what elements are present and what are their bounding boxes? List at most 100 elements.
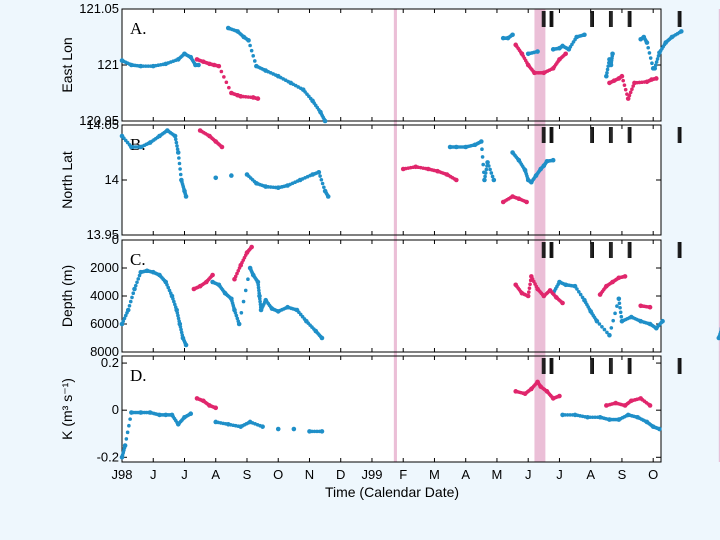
x-tick-label: J xyxy=(556,467,563,482)
series-a-point xyxy=(619,314,624,319)
series-a-point xyxy=(319,429,325,434)
series-a-point xyxy=(602,327,607,332)
series-a-point xyxy=(246,277,250,282)
series-a-point xyxy=(179,327,183,332)
x-tick-label: M xyxy=(429,467,440,482)
series-a-point xyxy=(235,316,240,321)
y-tick-label: 0.2 xyxy=(101,355,119,370)
series-a-point xyxy=(482,177,487,183)
series-a-point xyxy=(252,59,257,63)
series-a-point xyxy=(291,426,297,432)
x-tick-label: J xyxy=(525,467,532,482)
series-a-point xyxy=(146,64,151,68)
series-a-point xyxy=(166,285,171,290)
series-a-point xyxy=(125,430,130,435)
series-a-point xyxy=(122,443,128,448)
series-a-point xyxy=(173,302,177,307)
series-b-point xyxy=(528,282,532,287)
series-a-point xyxy=(588,415,592,420)
series-a-point xyxy=(653,63,658,68)
series-a-point xyxy=(246,38,251,43)
series-b-point xyxy=(249,244,254,250)
series-b-point xyxy=(619,73,625,79)
series-a-point xyxy=(605,71,609,75)
series-a-point xyxy=(320,181,325,186)
series-a-point xyxy=(125,307,131,313)
series-a-point xyxy=(679,29,684,34)
series-a-point xyxy=(229,173,234,178)
series-a-point xyxy=(248,43,252,48)
series-a-point xyxy=(322,185,326,190)
x-tick-label: A xyxy=(586,467,595,482)
series-b-point xyxy=(628,90,633,95)
series-a-point xyxy=(176,316,181,321)
series-a-point xyxy=(582,32,587,38)
y-axis-label-0: East Lon xyxy=(59,37,75,92)
series-a-point xyxy=(177,161,182,166)
series-b-point xyxy=(563,51,568,57)
series-b-point xyxy=(210,272,215,278)
series-a-point xyxy=(550,157,556,163)
series-a-point xyxy=(617,301,622,306)
x-axis-label: Time (Calendar Date) xyxy=(325,484,459,500)
series-a-point xyxy=(593,415,597,420)
series-b-point xyxy=(224,80,229,85)
y-tick-label: 4000 xyxy=(90,288,119,303)
series-b-point xyxy=(219,69,224,74)
series-a-point xyxy=(491,177,497,183)
y-tick-label: 14.05 xyxy=(86,117,119,132)
series-b-point xyxy=(525,293,531,299)
series-a-point xyxy=(316,170,322,175)
series-a-point xyxy=(132,286,137,292)
series-a-point xyxy=(178,172,183,177)
series-a-point xyxy=(484,167,489,172)
series-b-point xyxy=(454,177,459,183)
series-a-point xyxy=(600,325,604,329)
y-tick-label: 8000 xyxy=(90,344,119,359)
series-a-point xyxy=(241,299,246,304)
series-b-point xyxy=(625,96,631,101)
series-a-point xyxy=(590,415,595,420)
series-b-point xyxy=(527,290,531,294)
series-a-point xyxy=(127,304,132,308)
series-a-point xyxy=(172,299,176,304)
panel-frame-3 xyxy=(121,355,662,463)
series-a-point xyxy=(310,429,314,434)
series-b-point xyxy=(560,300,565,306)
series-a-point xyxy=(480,147,484,151)
series-a-point xyxy=(479,139,484,144)
series-a-point xyxy=(260,424,265,429)
series-a-point xyxy=(135,280,139,285)
series-b-point xyxy=(622,83,627,87)
y-tick-label: 0 xyxy=(112,232,119,247)
series-b-point xyxy=(654,76,659,81)
y-tick-label: 6000 xyxy=(90,316,119,331)
series-a-point xyxy=(655,57,660,61)
series-b-point xyxy=(236,269,241,273)
series-b-point xyxy=(524,199,529,205)
series-a-point xyxy=(607,332,612,338)
series-a-point xyxy=(319,335,325,341)
series-a-point xyxy=(124,437,129,441)
series-a-point xyxy=(236,321,242,327)
series-a-point xyxy=(325,194,331,199)
y-tick-label: 2000 xyxy=(90,260,119,275)
series-a-point xyxy=(183,194,189,199)
series-a-point xyxy=(315,429,319,434)
series-a-point xyxy=(258,299,262,304)
series-a-point xyxy=(175,147,180,151)
series-a-point xyxy=(605,67,610,72)
series-a-point xyxy=(183,342,189,348)
series-a-point xyxy=(131,291,136,296)
series-b-point xyxy=(630,87,634,91)
series-a-point xyxy=(483,171,488,175)
series-a-point xyxy=(178,325,183,329)
series-a-point xyxy=(613,311,617,316)
x-tick-label: O xyxy=(648,467,658,482)
series-a-point xyxy=(487,164,491,168)
series-a-point xyxy=(121,319,126,324)
series-a-point xyxy=(251,54,256,58)
series-a-point xyxy=(175,311,180,315)
series-a-point xyxy=(136,277,141,281)
series-b-point xyxy=(621,78,625,83)
